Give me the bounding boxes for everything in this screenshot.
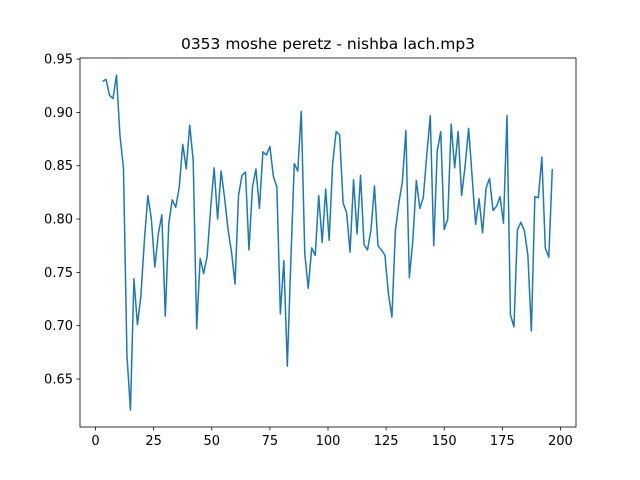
x-tick-label: 175 xyxy=(490,434,515,449)
x-tick-label: 125 xyxy=(374,434,399,449)
y-tick-label: 0.95 xyxy=(44,53,73,68)
chart-title: 0353 moshe peretz - nishba lach.mp3 xyxy=(181,35,475,53)
x-tick-label: 75 xyxy=(262,434,279,449)
x-tick-label: 25 xyxy=(145,434,162,449)
y-tick-label: 0.80 xyxy=(44,213,73,228)
x-tick-label: 50 xyxy=(204,434,221,449)
y-tick-label: 0.90 xyxy=(44,106,73,121)
y-tick-label: 0.85 xyxy=(44,159,73,174)
data-line xyxy=(102,74,554,411)
x-tick-label: 150 xyxy=(432,434,457,449)
y-tick-label: 0.65 xyxy=(44,373,73,388)
y-tick-label: 0.70 xyxy=(44,319,73,334)
y-tick-label: 0.75 xyxy=(44,266,73,281)
x-tick-label: 100 xyxy=(316,434,341,449)
x-tick-label: 200 xyxy=(548,434,573,449)
x-tick-label: 0 xyxy=(91,434,99,449)
axes-frame xyxy=(79,57,577,428)
